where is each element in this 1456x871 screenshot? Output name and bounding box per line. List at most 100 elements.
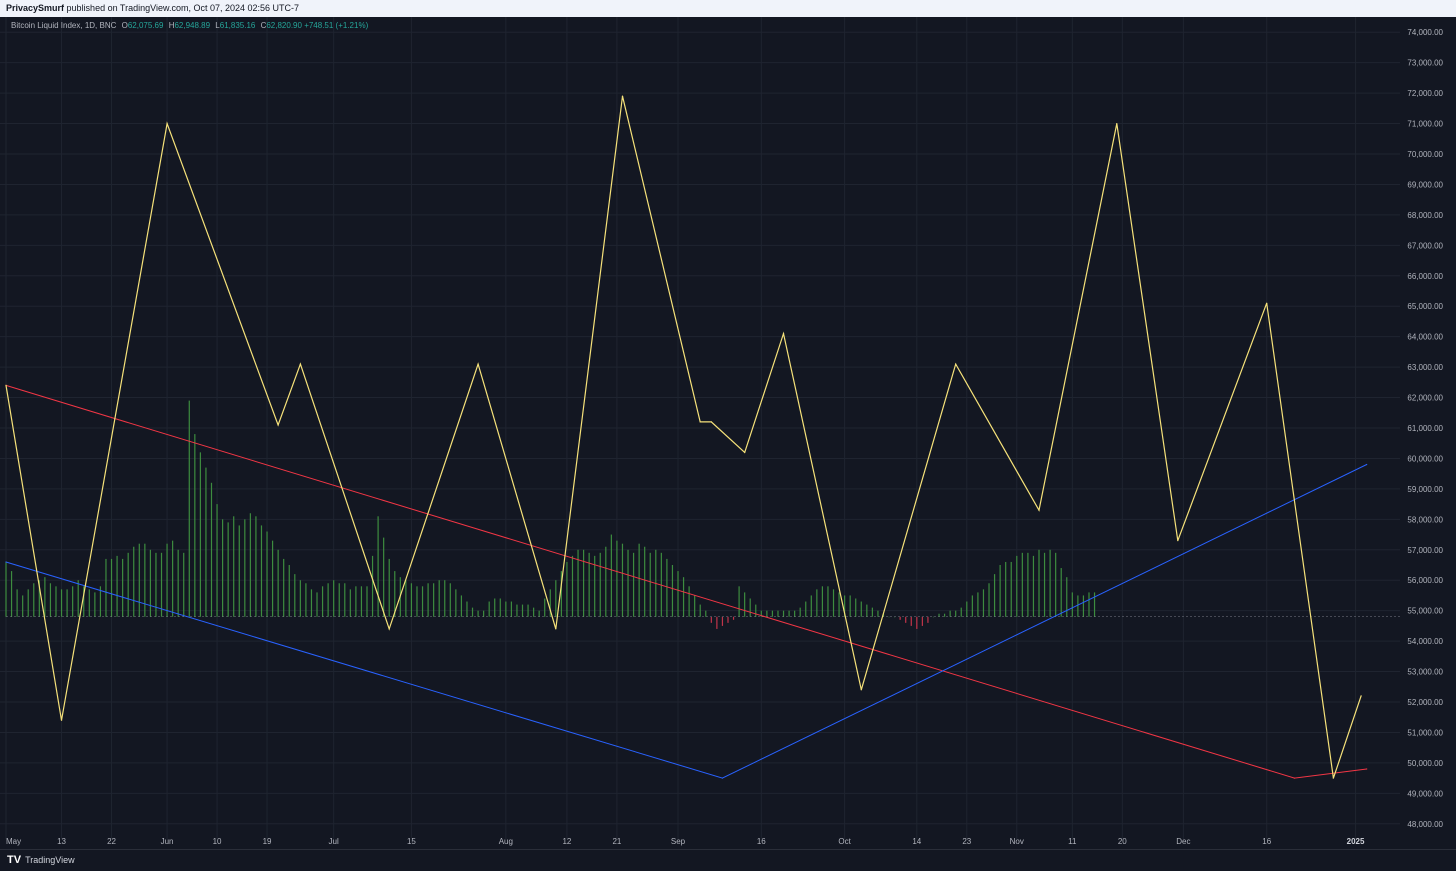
symbol-title[interactable]: Bitcoin Liquid Index, 1D, BNC: [11, 21, 117, 30]
x-tick-label: May: [6, 837, 21, 846]
line-series: [5, 95, 1368, 779]
price-path-point: [782, 333, 785, 335]
y-tick-label: 51,000.00: [1407, 728, 1443, 737]
blue-trend-point: [5, 561, 7, 563]
close-value: 62,820.90: [266, 21, 302, 30]
y-tick-label: 68,000.00: [1407, 211, 1443, 220]
histogram-bar: [799, 607, 801, 617]
histogram-bar: [260, 525, 263, 617]
high-label: H: [168, 21, 175, 30]
y-tick-label: 53,000.00: [1407, 668, 1443, 677]
histogram-bar: [177, 549, 179, 617]
histogram-bar: [860, 601, 862, 617]
histogram-bar: [421, 586, 424, 617]
histogram-bar: [632, 552, 635, 617]
histogram-bar: [27, 589, 29, 617]
histogram-bar: [771, 610, 774, 617]
histogram-bar: [666, 558, 668, 617]
histogram-bar: [299, 580, 301, 617]
x-tick-label: 22: [107, 837, 116, 846]
y-tick-label: 57,000.00: [1407, 546, 1443, 555]
tradingview-logo-icon: TV: [7, 854, 22, 866]
histogram-bar: [38, 580, 40, 617]
histogram-bar: [5, 561, 7, 617]
histogram-bar: [932, 616, 935, 618]
price-path-point: [710, 421, 712, 423]
histogram-bar: [449, 583, 451, 617]
x-tick-label: 13: [57, 837, 66, 846]
histogram-bar: [960, 607, 962, 617]
y-tick-label: 72,000.00: [1407, 89, 1443, 98]
histogram-bar: [277, 549, 279, 617]
histogram-bar: [371, 555, 374, 617]
y-tick-label: 62,000.00: [1407, 394, 1443, 403]
price-axis: 74,000.00 73,000.00 72,000.00 71,000.00 70,0…: [1407, 28, 1443, 829]
chart-area[interactable]: 74,000.00 73,000.00 72,000.00 71,000.00 70,0…: [0, 17, 1456, 849]
histogram-bar: [483, 610, 485, 617]
histogram-bar: [438, 580, 440, 617]
histogram-bar: [677, 571, 679, 617]
histogram-bar: [505, 601, 507, 617]
histogram-bar: [49, 583, 52, 617]
histogram-bar: [310, 589, 313, 617]
histogram-bar: [571, 555, 574, 617]
time-axis: May 13 22 Jun 10 19 Jul 15 Aug 12 21 Sep 16 Oct 14 23 No…: [6, 837, 1365, 846]
histogram-bar: [427, 583, 429, 617]
histogram-bar: [155, 552, 157, 617]
histogram-bar: [855, 598, 857, 617]
histogram-bar: [788, 610, 790, 617]
blue-trend-line: [5, 464, 1367, 779]
histogram-bar: [927, 616, 929, 623]
histogram-bar: [977, 592, 979, 617]
author-name[interactable]: PrivacySmurf: [6, 3, 65, 13]
y-tick-label: 55,000.00: [1407, 607, 1443, 616]
x-tick-label: 10: [213, 837, 222, 846]
publish-info: published on TradingView.com, Oct 07, 20…: [66, 3, 300, 13]
price-path-point: [1360, 695, 1362, 697]
x-tick-label: 2025: [1347, 837, 1365, 846]
histogram-bar: [416, 586, 418, 617]
price-path-point: [1332, 777, 1334, 779]
histogram-bar: [1077, 595, 1079, 617]
y-tick-label: 61,000.00: [1407, 424, 1443, 433]
x-tick-label: 12: [562, 837, 571, 846]
low-value: 61,835.16: [219, 21, 256, 30]
histogram-bar: [433, 583, 435, 617]
histogram-bar: [1032, 555, 1035, 617]
blue-trend-point: [1366, 463, 1368, 466]
histogram-bar: [866, 604, 868, 617]
histogram-bar: [233, 516, 235, 617]
open-label: O: [121, 21, 128, 30]
histogram-bar: [244, 519, 246, 617]
histogram-bar: [538, 610, 540, 617]
histogram-bar: [749, 598, 751, 617]
y-tick-label: 58,000.00: [1407, 515, 1443, 524]
histogram-bar: [1055, 552, 1057, 617]
histogram-bar: [721, 616, 724, 626]
price-path-point: [1116, 122, 1118, 125]
y-tick-label: 74,000.00: [1407, 28, 1443, 37]
histogram-bar: [794, 610, 796, 617]
histogram-bar: [266, 531, 268, 617]
histogram-bar: [732, 616, 735, 620]
price-path-point: [744, 451, 746, 453]
histogram-bar: [127, 552, 129, 617]
histogram-bar: [294, 574, 296, 617]
y-tick-label: 70,000.00: [1407, 150, 1443, 159]
histogram-bar: [755, 604, 757, 617]
histogram-bar: [766, 610, 768, 617]
histogram-bar: [238, 525, 240, 617]
histogram-bar: [1038, 549, 1040, 617]
histogram-bar: [988, 583, 990, 617]
histogram-bar: [110, 558, 113, 617]
x-tick-label: 16: [1262, 837, 1271, 846]
y-tick-label: 67,000.00: [1407, 241, 1443, 250]
tradingview-logo[interactable]: TV TradingView: [7, 854, 75, 866]
histogram-bar: [33, 583, 35, 617]
histogram-bar: [710, 616, 712, 623]
histogram-bar: [488, 601, 490, 617]
histogram-bar: [921, 616, 923, 626]
histogram-bar: [671, 565, 674, 617]
histogram-bar: [199, 452, 201, 617]
histogram-bar: [216, 504, 218, 617]
